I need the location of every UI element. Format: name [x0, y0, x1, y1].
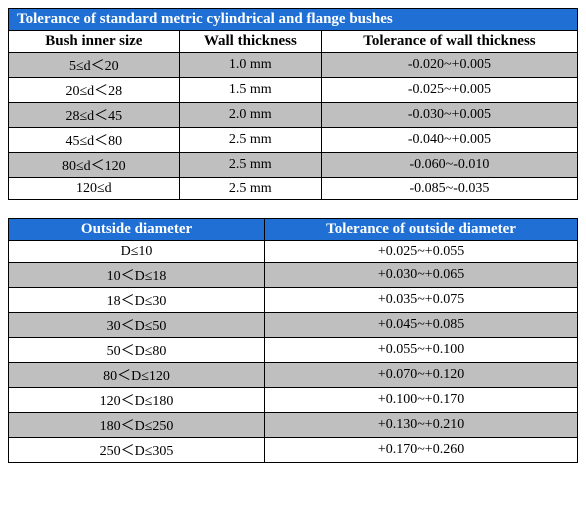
table-cell: -0.020~+0.005: [321, 53, 577, 78]
table-cell: +0.030~+0.065: [265, 263, 578, 288]
table2-col0: Outside diameter: [9, 219, 265, 241]
table-cell: 1.0 mm: [179, 53, 321, 78]
table-cell: -0.030~+0.005: [321, 103, 577, 128]
table-cell: 2.5 mm: [179, 178, 321, 200]
table-row: 80≤d＜1202.5 mm-0.060~-0.010: [9, 153, 578, 178]
table-cell: 80＜D≤120: [9, 363, 265, 388]
table-cell: 20≤d＜28: [9, 78, 180, 103]
table-cell: 120≤d: [9, 178, 180, 200]
table-cell: 80≤d＜120: [9, 153, 180, 178]
table-row: 50＜D≤80+0.055~+0.100: [9, 338, 578, 363]
table-cell: 180＜D≤250: [9, 413, 265, 438]
table-cell: -0.085~-0.035: [321, 178, 577, 200]
table1-col2: Tolerance of wall thickness: [321, 31, 577, 53]
table-cell: +0.100~+0.170: [265, 388, 578, 413]
table-row: 5≤d＜201.0 mm-0.020~+0.005: [9, 53, 578, 78]
table-row: 45≤d＜802.5 mm-0.040~+0.005: [9, 128, 578, 153]
table1-header-row: Bush inner size Wall thickness Tolerance…: [9, 31, 578, 53]
table-row: 30＜D≤50+0.045~+0.085: [9, 313, 578, 338]
table-cell: 2.0 mm: [179, 103, 321, 128]
table-cell: +0.070~+0.120: [265, 363, 578, 388]
table-cell: +0.035~+0.075: [265, 288, 578, 313]
table-cell: +0.130~+0.210: [265, 413, 578, 438]
table2-header-row: Outside diameter Tolerance of outside di…: [9, 219, 578, 241]
table-cell: +0.025~+0.055: [265, 241, 578, 263]
table1-title: Tolerance of standard metric cylindrical…: [9, 9, 578, 31]
table1-title-row: Tolerance of standard metric cylindrical…: [9, 9, 578, 31]
table-row: 250＜D≤305+0.170~+0.260: [9, 438, 578, 463]
table-cell: 18＜D≤30: [9, 288, 265, 313]
table-cell: 250＜D≤305: [9, 438, 265, 463]
table-cell: -0.025~+0.005: [321, 78, 577, 103]
table-row: 10＜D≤18+0.030~+0.065: [9, 263, 578, 288]
table-cell: -0.060~-0.010: [321, 153, 577, 178]
table-cell: 1.5 mm: [179, 78, 321, 103]
table2-col1: Tolerance of outside diameter: [265, 219, 578, 241]
table-cell: -0.040~+0.005: [321, 128, 577, 153]
table1-col1: Wall thickness: [179, 31, 321, 53]
table-cell: D≤10: [9, 241, 265, 263]
tolerance-table-2: Outside diameter Tolerance of outside di…: [8, 218, 578, 463]
table-cell: +0.170~+0.260: [265, 438, 578, 463]
table-row: 28≤d＜452.0 mm-0.030~+0.005: [9, 103, 578, 128]
table1-body: 5≤d＜201.0 mm-0.020~+0.00520≤d＜281.5 mm-0…: [9, 53, 578, 200]
table2-body: D≤10+0.025~+0.05510＜D≤18+0.030~+0.06518＜…: [9, 241, 578, 463]
table-cell: 50＜D≤80: [9, 338, 265, 363]
table-row: 20≤d＜281.5 mm-0.025~+0.005: [9, 78, 578, 103]
table-cell: 120＜D≤180: [9, 388, 265, 413]
table-cell: 2.5 mm: [179, 128, 321, 153]
table-row: 120＜D≤180+0.100~+0.170: [9, 388, 578, 413]
table-cell: 30＜D≤50: [9, 313, 265, 338]
table-cell: +0.045~+0.085: [265, 313, 578, 338]
table-row: D≤10+0.025~+0.055: [9, 241, 578, 263]
table-row: 80＜D≤120+0.070~+0.120: [9, 363, 578, 388]
table-row: 120≤d2.5 mm-0.085~-0.035: [9, 178, 578, 200]
table-cell: +0.055~+0.100: [265, 338, 578, 363]
tolerance-table-1: Tolerance of standard metric cylindrical…: [8, 8, 578, 200]
table-cell: 5≤d＜20: [9, 53, 180, 78]
table-row: 18＜D≤30+0.035~+0.075: [9, 288, 578, 313]
table-cell: 45≤d＜80: [9, 128, 180, 153]
table-cell: 10＜D≤18: [9, 263, 265, 288]
table1-col0: Bush inner size: [9, 31, 180, 53]
table-cell: 2.5 mm: [179, 153, 321, 178]
table-cell: 28≤d＜45: [9, 103, 180, 128]
table-row: 180＜D≤250+0.130~+0.210: [9, 413, 578, 438]
